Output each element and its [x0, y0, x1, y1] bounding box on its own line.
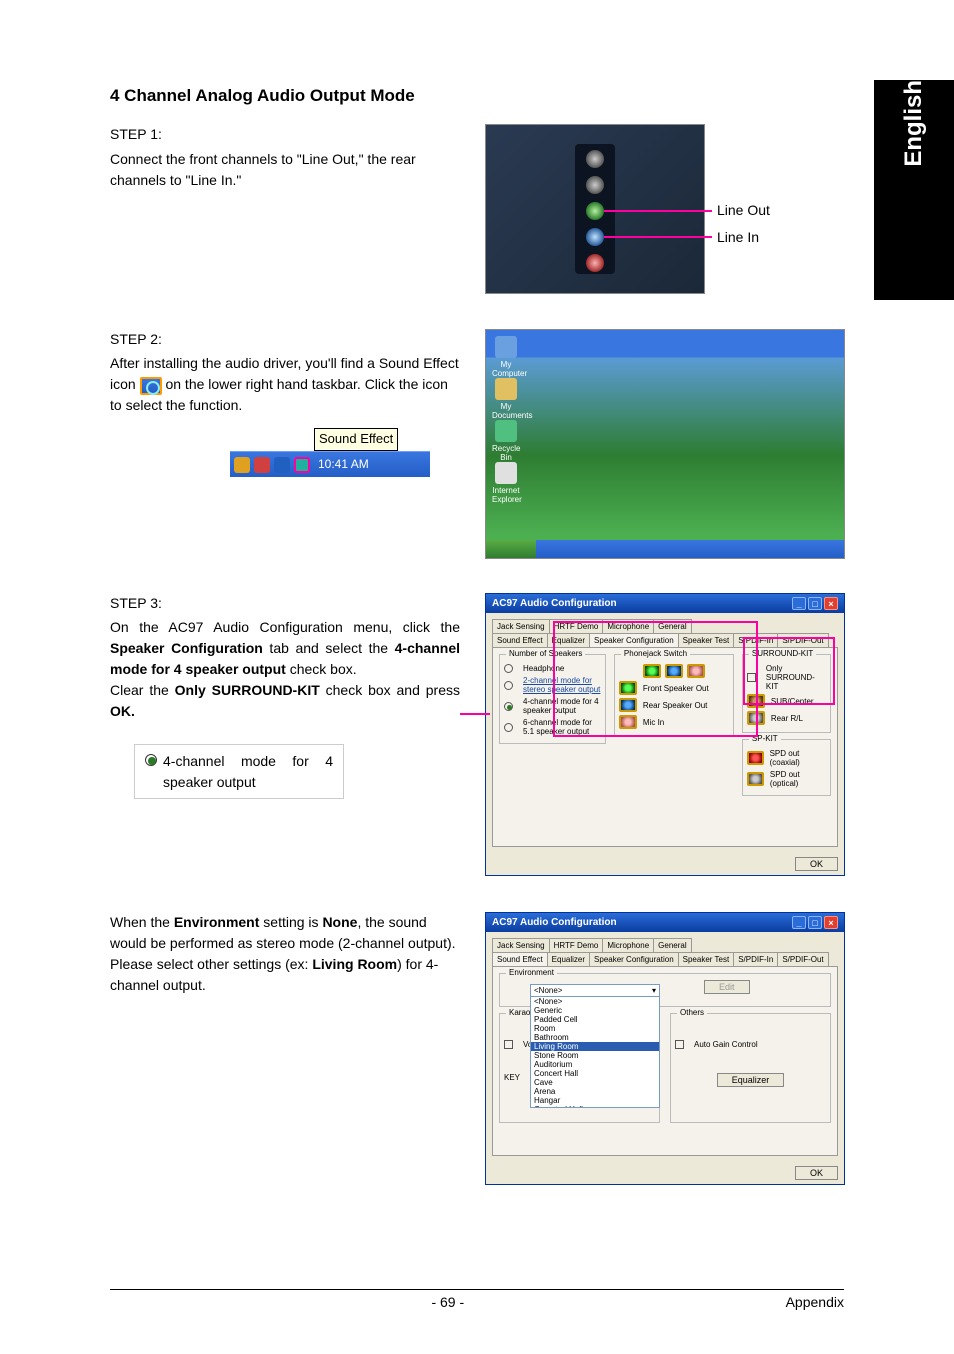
tab-spdif-in[interactable]: S/PDIF-In [733, 952, 778, 966]
chk-agc[interactable] [675, 1040, 684, 1049]
maximize-button[interactable]: □ [808, 916, 822, 929]
env-option[interactable]: Auditorium [531, 1060, 659, 1069]
radio-6ch[interactable] [504, 723, 513, 732]
edit-button[interactable]: Edit [704, 980, 750, 994]
tab-jack-sensing[interactable]: Jack Sensing [492, 619, 550, 633]
group-others: Others Auto Gain Control Equalizer [670, 1013, 831, 1123]
sound-effect-tray-icon[interactable] [294, 457, 310, 473]
step-1-label: STEP 1: [110, 124, 460, 145]
env-option[interactable]: Generic [531, 1006, 659, 1015]
sound-effect-tooltip: Sound Effect [314, 428, 398, 451]
step-2: STEP 2: After installing the audio drive… [110, 329, 845, 559]
section-name: Appendix [786, 1294, 844, 1310]
step-1-text: Connect the front channels to "Line Out,… [110, 149, 460, 191]
label-line-out: Line Out [717, 202, 770, 218]
dialog-titlebar: AC97 Audio Configuration _ □ × [486, 913, 844, 932]
tray-icon[interactable] [274, 457, 290, 473]
tab-speaker-test[interactable]: Speaker Test [678, 952, 735, 966]
step-2-label: STEP 2: [110, 329, 460, 349]
page-title: 4 Channel Analog Audio Output Mode [110, 86, 845, 106]
desktop-screenshot: My Computer My Documents Recycle Bin Int… [485, 329, 845, 559]
chevron-down-icon: ▾ [652, 986, 656, 995]
env-option[interactable]: Concert Hall [531, 1069, 659, 1078]
language-tab-label: English [900, 80, 928, 181]
minimize-button[interactable]: _ [792, 597, 806, 610]
step-1: STEP 1: Connect the front channels to "L… [110, 124, 845, 299]
env-option[interactable]: Arena [531, 1087, 659, 1096]
env-option[interactable]: Living Room [531, 1042, 659, 1051]
step-3-label: STEP 3: [110, 593, 460, 613]
ac97-dialog-env: AC97 Audio Configuration _ □ × Jack Sens… [485, 912, 845, 1185]
step-3-text: On the AC97 Audio Configuration menu, cl… [110, 617, 460, 722]
minimize-button[interactable]: _ [792, 916, 806, 929]
label-line-in: Line In [717, 229, 759, 245]
maximize-button[interactable]: □ [808, 597, 822, 610]
radio-2ch[interactable] [504, 681, 513, 690]
language-tab: English [874, 80, 954, 300]
ok-button[interactable]: OK [795, 1166, 838, 1180]
page-number: - 69 - [431, 1294, 464, 1310]
sound-effect-icon [140, 377, 162, 395]
tab-speaker-config[interactable]: Speaker Configuration [589, 952, 679, 966]
close-button[interactable]: × [824, 597, 838, 610]
env-option[interactable]: Padded Cell [531, 1015, 659, 1024]
tab-general[interactable]: General [653, 938, 691, 952]
tray-icon[interactable] [234, 457, 250, 473]
step-2-text: After installing the audio driver, you'l… [110, 353, 460, 416]
env-option[interactable]: Bathroom [531, 1033, 659, 1042]
mode4-callout: 4-channel mode for 4 speaker output [134, 744, 344, 799]
lead-line [460, 713, 490, 715]
taskbar: 10:41 AM [230, 451, 430, 477]
step-3: STEP 3: On the AC97 Audio Configuration … [110, 593, 845, 876]
taskbar-figure: Sound Effect 10:41 AM [230, 428, 430, 477]
env-option[interactable]: Room [531, 1024, 659, 1033]
env-option[interactable]: Carpeted Hallway [531, 1105, 659, 1107]
ok-button[interactable]: OK [795, 857, 838, 871]
tab-sound-effect[interactable]: Sound Effect [492, 952, 548, 966]
radio-headphone[interactable] [504, 664, 513, 673]
tab-speaker-config[interactable]: Speaker Configuration [589, 633, 679, 647]
tray-icon[interactable] [254, 457, 270, 473]
close-button[interactable]: × [824, 916, 838, 929]
page-footer: - 69 - Appendix [110, 1289, 844, 1310]
group-environment: Environment <None>▾ <None>GenericPadded … [499, 973, 831, 1007]
tab-equalizer[interactable]: Equalizer [547, 952, 590, 966]
env-option[interactable]: <None> [531, 997, 659, 1006]
highlight-surround [743, 637, 835, 705]
env-option[interactable]: Stone Room [531, 1051, 659, 1060]
group-spkit: SP-KIT SPD out (coaxial) SPD out (optica… [742, 739, 831, 796]
env-note: When the Environment setting is None, th… [110, 912, 845, 1185]
tab-sound-effect[interactable]: Sound Effect [492, 633, 548, 647]
radio-icon [145, 754, 157, 766]
equalizer-button[interactable]: Equalizer [717, 1073, 785, 1087]
jack-diagram: Line Out Line In [485, 124, 845, 299]
page-content: 4 Channel Analog Audio Output Mode STEP … [110, 86, 845, 1215]
tab-jack-sensing[interactable]: Jack Sensing [492, 938, 550, 952]
tab-hrtf[interactable]: HRTF Demo [549, 938, 604, 952]
radio-4ch[interactable] [504, 702, 513, 711]
chk-voice-cancel[interactable] [504, 1040, 513, 1049]
env-option[interactable]: Hangar [531, 1096, 659, 1105]
taskbar-clock: 10:41 AM [318, 456, 369, 473]
env-dropdown[interactable]: <None>▾ <None>GenericPadded CellRoomBath… [530, 984, 660, 1108]
env-option[interactable]: Cave [531, 1078, 659, 1087]
dialog-titlebar: AC97 Audio Configuration _ □ × [486, 594, 844, 613]
tab-spdif-out[interactable]: S/PDIF-Out [777, 952, 828, 966]
env-text: When the Environment setting is None, th… [110, 912, 460, 996]
tab-microphone[interactable]: Microphone [602, 938, 654, 952]
